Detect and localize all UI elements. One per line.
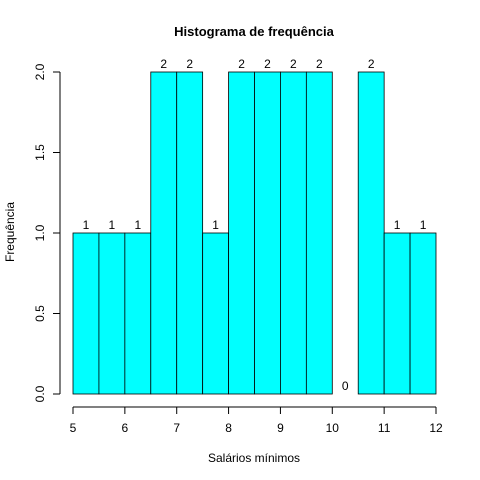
x-tick-label: 7	[173, 421, 180, 435]
histogram-bar	[410, 233, 436, 394]
histogram-bar	[280, 72, 306, 394]
x-tick-label: 11	[378, 421, 391, 435]
y-axis: 0.0 0.5 1.0 1.5 2.0	[33, 63, 60, 402]
x-tick-label: 5	[70, 421, 77, 435]
bars-group	[73, 72, 436, 394]
histogram-bar	[151, 72, 177, 394]
bar-count-label: 2	[160, 57, 167, 71]
y-tick-label: 1.0	[33, 224, 47, 241]
bar-count-label: 2	[290, 57, 297, 71]
histogram-bar	[255, 72, 281, 394]
histogram-bar	[125, 233, 151, 394]
bar-count-label: 2	[186, 57, 193, 71]
histogram-bar	[306, 72, 332, 394]
y-tick-label: 0.5	[33, 305, 47, 322]
bar-count-label: 1	[134, 218, 141, 232]
bar-count-label: 1	[109, 218, 116, 232]
histogram-bar	[229, 72, 255, 394]
x-axis-label: Salários mínimos	[208, 451, 300, 465]
x-tick-label: 9	[277, 421, 284, 435]
y-tick-label: 0.0	[33, 385, 47, 402]
histogram-bar	[177, 72, 203, 394]
histogram-bar	[358, 72, 384, 394]
y-axis-label: Frequência	[3, 202, 17, 262]
bar-count-label: 2	[316, 57, 323, 71]
bar-count-label: 1	[420, 218, 427, 232]
bar-count-label: 2	[264, 57, 271, 71]
bar-count-label: 2	[238, 57, 245, 71]
x-tick-label: 10	[326, 421, 340, 435]
bar-count-label: 0	[342, 379, 349, 393]
histogram-bar	[99, 233, 125, 394]
bar-count-label: 1	[212, 218, 219, 232]
x-tick-label: 12	[429, 421, 443, 435]
y-tick-label: 1.5	[33, 144, 47, 161]
bar-count-label: 1	[83, 218, 90, 232]
histogram-bar	[203, 233, 229, 394]
y-tick-label: 2.0	[33, 63, 47, 80]
histogram-bar	[73, 233, 99, 394]
x-tick-label: 8	[225, 421, 232, 435]
histogram-bar	[384, 233, 410, 394]
x-axis: 5 6 7 8 9 10 11 12	[70, 407, 443, 435]
x-tick-label: 6	[122, 421, 129, 435]
bar-count-label: 2	[368, 57, 375, 71]
chart-title: Histograma de frequência	[174, 24, 334, 39]
bar-count-label: 1	[394, 218, 401, 232]
